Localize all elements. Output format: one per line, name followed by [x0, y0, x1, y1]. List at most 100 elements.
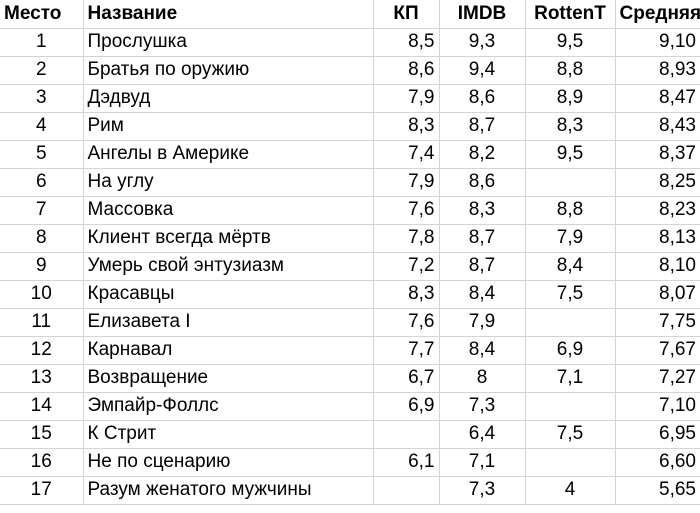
cell-title[interactable]: Эмпайр-Фоллс — [83, 392, 374, 421]
cell-rt[interactable]: 8,4 — [525, 252, 616, 281]
header-imdb[interactable]: IMDB — [439, 0, 526, 29]
cell-imdb[interactable]: 8,4 — [439, 336, 526, 365]
cell-kp[interactable]: 6,7 — [373, 364, 440, 393]
cell-title[interactable]: На углу — [83, 168, 374, 197]
cell-rt[interactable] — [525, 392, 616, 421]
cell-rank[interactable]: 8 — [0, 224, 84, 253]
cell-title[interactable]: Клиент всегда мёртв — [83, 224, 374, 253]
cell-imdb[interactable]: 8,6 — [439, 84, 526, 113]
cell-rank[interactable]: 14 — [0, 392, 84, 421]
cell-imdb[interactable]: 9,3 — [439, 28, 526, 57]
cell-avg[interactable]: 8,93 — [615, 56, 700, 85]
cell-kp[interactable]: 8,6 — [373, 56, 440, 85]
cell-avg[interactable]: 5,65 — [615, 476, 700, 505]
cell-kp[interactable]: 8,3 — [373, 112, 440, 141]
cell-kp[interactable]: 7,9 — [373, 84, 440, 113]
header-title[interactable]: Название — [83, 0, 374, 29]
cell-rt[interactable]: 9,5 — [525, 28, 616, 57]
cell-imdb[interactable]: 7,3 — [439, 392, 526, 421]
cell-rt[interactable] — [525, 168, 616, 197]
cell-title[interactable]: Разум женатого мужчины — [83, 476, 374, 505]
cell-rank[interactable]: 10 — [0, 280, 84, 309]
cell-avg[interactable]: 9,10 — [615, 28, 700, 57]
cell-rt[interactable]: 8,3 — [525, 112, 616, 141]
header-kp[interactable]: КП — [373, 0, 440, 29]
cell-avg[interactable]: 8,37 — [615, 140, 700, 169]
cell-rt[interactable]: 7,5 — [525, 420, 616, 449]
cell-kp[interactable]: 7,8 — [373, 224, 440, 253]
cell-rt[interactable]: 4 — [525, 476, 616, 505]
cell-avg[interactable]: 6,95 — [615, 420, 700, 449]
cell-title[interactable]: Прослушка — [83, 28, 374, 57]
cell-rank[interactable]: 6 — [0, 168, 84, 197]
cell-title[interactable]: Дэдвуд — [83, 84, 374, 113]
cell-rank[interactable]: 3 — [0, 84, 84, 113]
cell-title[interactable]: Рим — [83, 112, 374, 141]
cell-avg[interactable]: 8,47 — [615, 84, 700, 113]
cell-rank[interactable]: 1 — [0, 28, 84, 57]
cell-rt[interactable]: 7,9 — [525, 224, 616, 253]
cell-rt[interactable]: 9,5 — [525, 140, 616, 169]
header-avg[interactable]: Средняя — [615, 0, 700, 29]
cell-imdb[interactable]: 7,3 — [439, 476, 526, 505]
cell-rt[interactable]: 8,8 — [525, 196, 616, 225]
cell-kp[interactable]: 8,3 — [373, 280, 440, 309]
cell-imdb[interactable]: 7,1 — [439, 448, 526, 477]
cell-avg[interactable]: 7,10 — [615, 392, 700, 421]
cell-rank[interactable]: 17 — [0, 476, 84, 505]
cell-rank[interactable]: 7 — [0, 196, 84, 225]
cell-rank[interactable]: 13 — [0, 364, 84, 393]
cell-avg[interactable]: 7,27 — [615, 364, 700, 393]
cell-imdb[interactable]: 8,3 — [439, 196, 526, 225]
cell-imdb[interactable]: 7,9 — [439, 308, 526, 337]
cell-imdb[interactable]: 8,6 — [439, 168, 526, 197]
cell-title[interactable]: Умерь свой энтузиазм — [83, 252, 374, 281]
cell-title[interactable]: Ангелы в Америке — [83, 140, 374, 169]
cell-avg[interactable]: 7,67 — [615, 336, 700, 365]
cell-avg[interactable]: 8,43 — [615, 112, 700, 141]
cell-rank[interactable]: 16 — [0, 448, 84, 477]
cell-rt[interactable] — [525, 308, 616, 337]
cell-avg[interactable]: 7,75 — [615, 308, 700, 337]
cell-title[interactable]: Возвращение — [83, 364, 374, 393]
cell-kp[interactable] — [373, 476, 440, 505]
cell-kp[interactable]: 7,7 — [373, 336, 440, 365]
cell-rank[interactable]: 11 — [0, 308, 84, 337]
cell-avg[interactable]: 8,25 — [615, 168, 700, 197]
cell-imdb[interactable]: 8,7 — [439, 224, 526, 253]
cell-imdb[interactable]: 8,7 — [439, 112, 526, 141]
cell-kp[interactable]: 7,6 — [373, 308, 440, 337]
cell-rt[interactable]: 8,9 — [525, 84, 616, 113]
cell-kp[interactable]: 7,4 — [373, 140, 440, 169]
cell-rank[interactable]: 12 — [0, 336, 84, 365]
cell-rt[interactable] — [525, 448, 616, 477]
cell-rank[interactable]: 15 — [0, 420, 84, 449]
cell-avg[interactable]: 8,10 — [615, 252, 700, 281]
cell-rank[interactable]: 9 — [0, 252, 84, 281]
cell-kp[interactable]: 7,6 — [373, 196, 440, 225]
cell-kp[interactable]: 8,5 — [373, 28, 440, 57]
cell-kp[interactable]: 7,2 — [373, 252, 440, 281]
cell-avg[interactable]: 6,60 — [615, 448, 700, 477]
cell-rt[interactable]: 7,5 — [525, 280, 616, 309]
cell-avg[interactable]: 8,23 — [615, 196, 700, 225]
cell-title[interactable]: Елизавета I — [83, 308, 374, 337]
cell-imdb[interactable]: 8,7 — [439, 252, 526, 281]
cell-kp[interactable]: 6,9 — [373, 392, 440, 421]
cell-imdb[interactable]: 8,4 — [439, 280, 526, 309]
cell-rank[interactable]: 4 — [0, 112, 84, 141]
cell-title[interactable]: Не по сценарию — [83, 448, 374, 477]
cell-title[interactable]: Красавцы — [83, 280, 374, 309]
cell-title[interactable]: Братья по оружию — [83, 56, 374, 85]
cell-kp[interactable]: 6,1 — [373, 448, 440, 477]
cell-avg[interactable]: 8,07 — [615, 280, 700, 309]
cell-imdb[interactable]: 6,4 — [439, 420, 526, 449]
cell-kp[interactable]: 7,9 — [373, 168, 440, 197]
cell-rt[interactable]: 7,1 — [525, 364, 616, 393]
cell-imdb[interactable]: 8,2 — [439, 140, 526, 169]
cell-avg[interactable]: 8,13 — [615, 224, 700, 253]
cell-imdb[interactable]: 8 — [439, 364, 526, 393]
cell-imdb[interactable]: 9,4 — [439, 56, 526, 85]
header-rt[interactable]: RottenT — [525, 0, 616, 29]
header-rank[interactable]: Место — [0, 0, 84, 29]
